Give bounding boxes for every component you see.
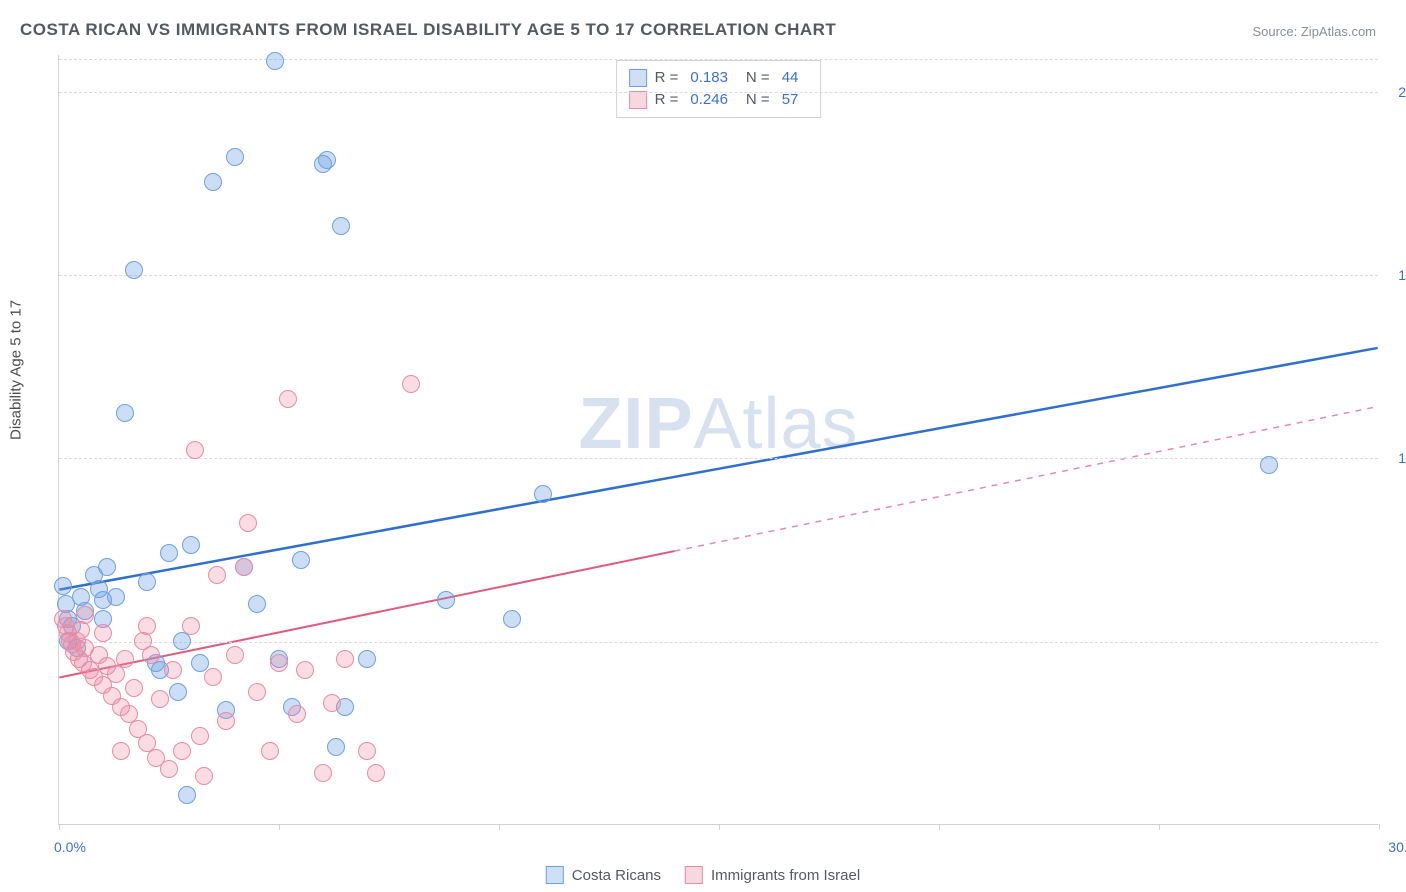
scatter-point — [138, 617, 156, 635]
x-tick — [499, 824, 500, 830]
scatter-point — [151, 690, 169, 708]
plot-area: ZIPAtlas R =0.183N =44R =0.246N =57 5.0%… — [58, 55, 1378, 825]
scatter-point — [186, 441, 204, 459]
scatter-point — [173, 742, 191, 760]
scatter-point — [402, 375, 420, 393]
gridline — [59, 458, 1378, 459]
scatter-point — [288, 705, 306, 723]
scatter-point — [358, 650, 376, 668]
watermark: ZIPAtlas — [578, 383, 858, 465]
scatter-point — [318, 151, 336, 169]
legend-swatch — [629, 91, 647, 109]
scatter-point — [160, 760, 178, 778]
scatter-point — [248, 595, 266, 613]
x-tick — [939, 824, 940, 830]
legend-label: Costa Ricans — [572, 867, 661, 884]
regression-line — [59, 348, 1377, 590]
scatter-point — [116, 650, 134, 668]
scatter-point — [217, 712, 235, 730]
scatter-point — [437, 591, 455, 609]
scatter-point — [204, 668, 222, 686]
scatter-point — [270, 654, 288, 672]
y-axis-label: Disability Age 5 to 17 — [8, 300, 25, 440]
legend-n-value: 44 — [782, 67, 799, 89]
scatter-point — [116, 404, 134, 422]
watermark-light: Atlas — [693, 384, 858, 464]
x-tick-label: 0.0% — [54, 839, 86, 855]
scatter-point — [54, 577, 72, 595]
scatter-point — [358, 742, 376, 760]
scatter-point — [112, 742, 130, 760]
scatter-point — [292, 551, 310, 569]
legend-swatch — [546, 866, 564, 884]
x-tick — [719, 824, 720, 830]
regression-lines-layer — [59, 55, 1378, 824]
scatter-point — [226, 646, 244, 664]
scatter-point — [76, 606, 94, 624]
scatter-point — [208, 566, 226, 584]
legend-item: Immigrants from Israel — [685, 866, 860, 884]
scatter-point — [336, 650, 354, 668]
gridline — [59, 642, 1378, 643]
scatter-point — [142, 646, 160, 664]
scatter-point — [367, 764, 385, 782]
scatter-point — [191, 727, 209, 745]
legend-swatch — [685, 866, 703, 884]
y-tick-label: 10.0% — [1398, 450, 1406, 466]
legend-r-value: 0.183 — [690, 67, 728, 89]
scatter-point — [226, 148, 244, 166]
legend-n-label: N = — [746, 67, 770, 89]
legend-label: Immigrants from Israel — [711, 867, 860, 884]
scatter-point — [178, 786, 196, 804]
series-legend: Costa Ricans Immigrants from Israel — [546, 866, 860, 884]
scatter-point — [125, 679, 143, 697]
scatter-point — [266, 52, 284, 70]
scatter-point — [279, 390, 297, 408]
gridline — [59, 59, 1378, 60]
scatter-point — [327, 738, 345, 756]
scatter-point — [195, 767, 213, 785]
y-tick-label: 15.0% — [1398, 267, 1406, 283]
chart-title: COSTA RICAN VS IMMIGRANTS FROM ISRAEL DI… — [20, 20, 836, 40]
scatter-point — [191, 654, 209, 672]
legend-swatch — [629, 69, 647, 87]
scatter-point — [138, 573, 156, 591]
scatter-point — [239, 514, 257, 532]
scatter-point — [261, 742, 279, 760]
scatter-point — [182, 617, 200, 635]
scatter-point — [94, 591, 112, 609]
scatter-point — [182, 536, 200, 554]
scatter-point — [503, 610, 521, 628]
scatter-point — [164, 661, 182, 679]
x-tick — [1159, 824, 1160, 830]
source-attribution: Source: ZipAtlas.com — [1252, 24, 1376, 39]
scatter-point — [125, 261, 143, 279]
x-tick — [1379, 824, 1380, 830]
x-tick — [59, 824, 60, 830]
scatter-point — [248, 683, 266, 701]
scatter-point — [169, 683, 187, 701]
scatter-point — [332, 217, 350, 235]
gridline — [59, 92, 1378, 93]
scatter-point — [534, 485, 552, 503]
regression-line-extrapolated — [675, 407, 1378, 552]
scatter-point — [160, 544, 178, 562]
legend-r-label: R = — [655, 67, 679, 89]
legend-item: Costa Ricans — [546, 866, 661, 884]
x-tick — [279, 824, 280, 830]
scatter-point — [204, 173, 222, 191]
scatter-point — [296, 661, 314, 679]
scatter-point — [314, 764, 332, 782]
scatter-point — [94, 624, 112, 642]
y-tick-label: 20.0% — [1398, 84, 1406, 100]
watermark-bold: ZIP — [578, 384, 693, 464]
scatter-point — [235, 558, 253, 576]
scatter-point — [98, 558, 116, 576]
x-tick-label: 30.0% — [1388, 839, 1406, 855]
scatter-point — [1260, 456, 1278, 474]
gridline — [59, 275, 1378, 276]
legend-stat-row: R = 0.183 N = 44 — [629, 67, 809, 89]
correlation-legend: R =0.183N =44R =0.246N =57 — [616, 60, 822, 118]
scatter-point — [323, 694, 341, 712]
